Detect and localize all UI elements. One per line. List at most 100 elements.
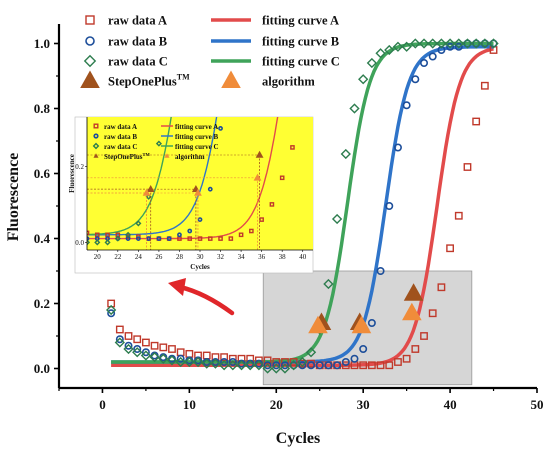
data-point-c xyxy=(418,38,430,49)
data-point-a xyxy=(150,341,159,350)
data-point-b xyxy=(220,357,229,366)
data-point-a xyxy=(428,309,437,318)
data-point-c xyxy=(184,356,195,368)
data-point-c xyxy=(210,358,221,369)
data-point-c xyxy=(462,38,473,49)
data-point-c xyxy=(288,360,299,371)
data-point-c xyxy=(479,38,491,49)
data-point-a xyxy=(185,349,194,358)
inset-data-point-c xyxy=(167,66,171,70)
data-point-a xyxy=(420,332,428,340)
data-point-c xyxy=(227,360,238,371)
inset-legend-label: StepOnePlusTM xyxy=(104,152,151,161)
data-point-c xyxy=(166,355,178,366)
inset-data-point-b xyxy=(166,236,172,242)
inset-data-point-a xyxy=(187,236,193,241)
data-point-b xyxy=(280,361,289,370)
y-tick-label: 1.0 xyxy=(34,36,50,51)
inset-content xyxy=(87,66,304,250)
data-point-c xyxy=(262,363,273,374)
data-point-c xyxy=(340,148,351,160)
data-point-c xyxy=(175,356,186,368)
legend-swatch xyxy=(83,54,97,68)
inset-data-point-a xyxy=(259,217,264,222)
data-point-b xyxy=(307,361,316,370)
callout-arrow-shaft xyxy=(177,284,235,316)
data-point-c xyxy=(488,38,499,49)
y-tick-label: 0.2 xyxy=(34,296,50,311)
data-point-c xyxy=(105,304,117,316)
inset-legend-label: raw data B xyxy=(104,133,137,141)
x-axis-title: Cycles xyxy=(276,430,320,447)
data-point-c xyxy=(444,38,456,49)
inset-data-point-a xyxy=(301,100,304,103)
legend-label: StepOnePlusTM xyxy=(108,73,190,89)
data-point-b xyxy=(263,361,272,370)
data-point-b xyxy=(411,75,420,84)
data-point-b xyxy=(133,344,142,353)
main-plot: 0 10 20 30 40 50 0.0 0.2 0.4 0.6 0.8 1.0 xyxy=(34,24,544,412)
data-point-b xyxy=(298,361,307,370)
data-point-c xyxy=(149,351,160,363)
inset-data-point-a xyxy=(228,236,234,241)
legend-swatch xyxy=(221,70,241,88)
data-point-b xyxy=(367,318,376,327)
inset-x-tick-label: 34 xyxy=(238,253,246,261)
inset-data-point-b xyxy=(218,125,223,131)
inset-threshold-marker xyxy=(146,185,155,192)
data-point-b xyxy=(420,58,429,67)
inset-x-tick-label: 26 xyxy=(155,253,163,261)
data-point-a xyxy=(176,348,185,357)
inset-legend-label: raw data C xyxy=(104,143,137,151)
data-point-b xyxy=(324,361,333,370)
inset-data-point-a xyxy=(238,232,244,238)
x-tick-label: 20 xyxy=(270,397,283,412)
data-point-b xyxy=(385,202,394,211)
inset-data-point-a xyxy=(279,175,285,181)
data-point-c xyxy=(279,363,291,374)
inset-legend-superscript: TM xyxy=(143,152,151,157)
data-point-a xyxy=(394,358,402,366)
data-point-b xyxy=(402,101,411,110)
inset-x-tick-label: 40 xyxy=(299,253,307,261)
data-point-c xyxy=(297,356,308,368)
inset-threshold-marker xyxy=(194,188,202,196)
legend-label: fitting curve B xyxy=(262,35,339,49)
data-point-c xyxy=(236,360,247,371)
inset-y-tick-label: 0.2 xyxy=(75,163,84,171)
data-point-a xyxy=(437,283,446,292)
inset-legend-swatch xyxy=(92,142,100,150)
legend-label: fitting curve A xyxy=(262,14,339,28)
data-point-a xyxy=(341,361,350,370)
inset-data-point-c xyxy=(104,239,111,246)
inset-legend-swatch xyxy=(93,123,99,129)
data-point-a xyxy=(367,361,376,370)
inset-x-tick-label: 32 xyxy=(217,253,225,261)
data-point-c xyxy=(123,343,134,355)
inset-legend-swatch xyxy=(93,133,99,139)
data-point-c xyxy=(436,38,447,49)
inset-plot-area xyxy=(87,117,313,250)
inset-data-point-a xyxy=(249,228,254,234)
legend-label: raw data A xyxy=(108,14,167,28)
legend-superscript: TM xyxy=(177,73,190,82)
inset-data-point-c xyxy=(125,231,132,238)
data-point-a xyxy=(376,361,385,370)
data-point-c xyxy=(410,38,421,49)
inset-data-point-b xyxy=(197,217,203,223)
data-point-a xyxy=(202,351,211,360)
y-tick-label: 0.4 xyxy=(34,231,51,246)
data-point-b xyxy=(176,354,185,363)
data-point-a xyxy=(254,356,263,365)
legend-label: raw data C xyxy=(108,55,168,69)
data-point-a xyxy=(480,81,489,90)
y-tick-label: 0.0 xyxy=(34,361,50,376)
data-point-b xyxy=(359,344,368,353)
x-tick-label: 40 xyxy=(444,397,457,412)
data-point-c xyxy=(158,353,169,364)
data-point-a xyxy=(385,361,394,370)
inset-legend-label: raw data A xyxy=(104,123,137,131)
inset-threshold-marker xyxy=(255,150,264,158)
data-point-c xyxy=(471,38,482,49)
